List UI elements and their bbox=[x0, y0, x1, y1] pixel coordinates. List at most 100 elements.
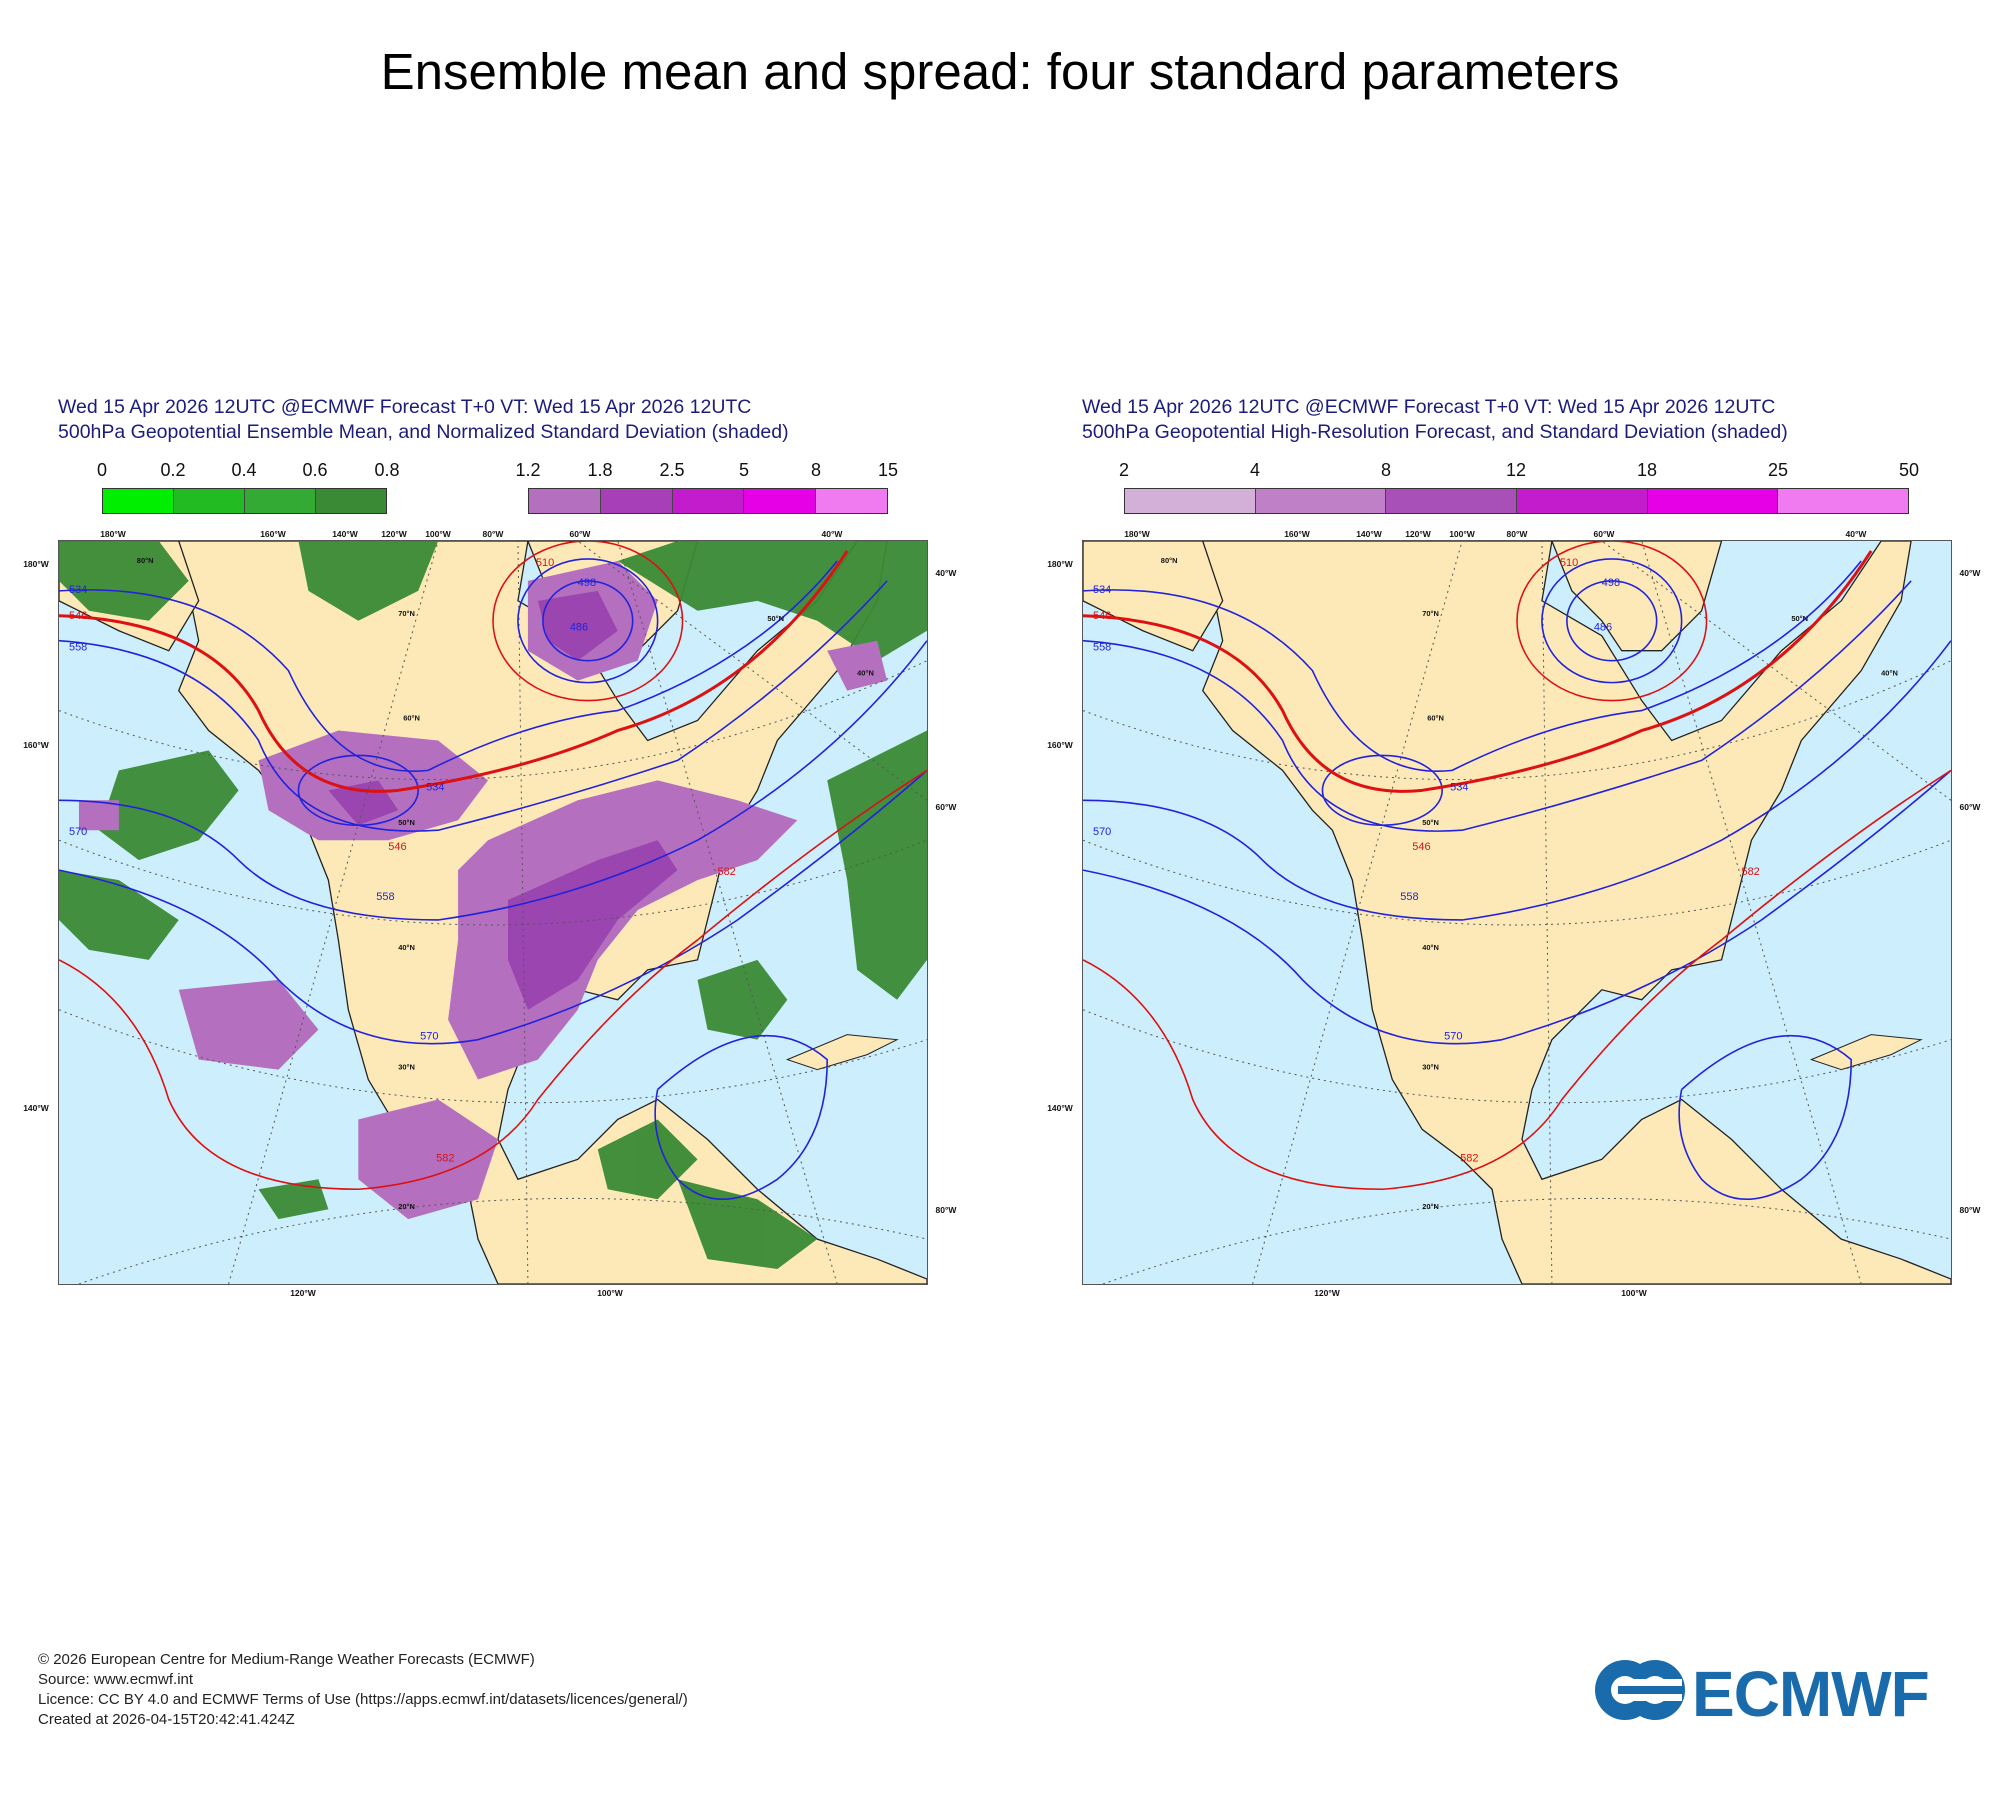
legend-tick: 18 bbox=[1636, 460, 1658, 480]
lon-label: 140°W bbox=[23, 1103, 49, 1113]
contour-label: 486 bbox=[570, 622, 588, 634]
legend-swatch bbox=[316, 489, 386, 513]
lon-label: 180°W bbox=[23, 559, 49, 569]
panel-header: Wed 15 Apr 2026 12UTC @ECMWF Forecast T+… bbox=[1082, 395, 2000, 445]
legend-green-bar bbox=[102, 488, 387, 514]
lon-label: 100°W bbox=[1621, 1288, 1647, 1298]
legend-tick: 0.6 bbox=[302, 460, 328, 480]
lat-label: 60°N bbox=[1427, 714, 1444, 723]
lon-label: 180°W bbox=[1047, 559, 1073, 569]
contour-label: 570 bbox=[1444, 1031, 1462, 1043]
legend-swatch bbox=[1517, 489, 1648, 513]
contour-label: 534 bbox=[426, 781, 444, 793]
contour-label: 546 bbox=[388, 841, 406, 853]
legend-swatch bbox=[103, 489, 174, 513]
lat-label: 70°N bbox=[398, 609, 415, 618]
lat-label: 50°N bbox=[1422, 818, 1439, 827]
legend-swatch bbox=[1386, 489, 1518, 513]
lon-label: 100°W bbox=[1449, 529, 1475, 539]
legend-swatch bbox=[672, 489, 745, 513]
lon-label: 40°W bbox=[1959, 568, 1981, 578]
lon-label: 40°W bbox=[1845, 529, 1867, 539]
legend-swatch bbox=[529, 489, 601, 513]
legend-tick: 50 bbox=[1898, 460, 1920, 480]
lon-label: 160°W bbox=[23, 740, 49, 750]
graticule bbox=[1083, 541, 1951, 1284]
lon-label: 160°W bbox=[1284, 529, 1310, 539]
contours-red bbox=[59, 541, 927, 1191]
legend-tick: 1.2 bbox=[515, 460, 541, 480]
lon-label: 80°W bbox=[1959, 1205, 1981, 1215]
lon-label: 120°W bbox=[1314, 1288, 1340, 1298]
panel-header-line1: Wed 15 Apr 2026 12UTC @ECMWF Forecast T+… bbox=[58, 396, 752, 418]
legend-swatch bbox=[1647, 489, 1779, 513]
lat-label: 50°N bbox=[767, 614, 784, 623]
lon-label: 120°W bbox=[290, 1288, 316, 1298]
contour-label: 546 bbox=[1412, 841, 1430, 853]
contour-label: 486 bbox=[1594, 622, 1612, 634]
panel-header-line2: 500hPa Geopotential Ensemble Mean, and N… bbox=[58, 421, 789, 443]
lon-label: 80°W bbox=[935, 1205, 957, 1215]
contour-label: 558 bbox=[376, 891, 394, 903]
contour-label: 558 bbox=[1093, 642, 1111, 654]
legend-tick: 2.5 bbox=[659, 460, 685, 480]
land-cuba bbox=[785, 1034, 899, 1071]
legend-tick: 0 bbox=[96, 460, 108, 480]
legend-purple: 1.2 1.8 2.5 5 8 15 bbox=[515, 460, 898, 520]
lat-label: 60°N bbox=[403, 714, 420, 723]
lon-label: 60°W bbox=[569, 529, 591, 539]
contour-labels: 534 558 570 498 486 534 558 570 510 546 … bbox=[69, 557, 736, 1164]
legend-tick: 0.2 bbox=[160, 460, 186, 480]
panel-header: Wed 15 Apr 2026 12UTC @ECMWF Forecast T+… bbox=[58, 395, 1018, 445]
lon-label: 160°W bbox=[260, 529, 286, 539]
legend-tick: 0.8 bbox=[374, 460, 400, 480]
land-alaska bbox=[1083, 541, 1224, 652]
source-link[interactable]: Source: www.ecmwf.int bbox=[38, 1671, 194, 1688]
lat-label: 30°N bbox=[1422, 1063, 1439, 1072]
high-resolution-panel: Wed 15 Apr 2026 12UTC @ECMWF Forecast T+… bbox=[1047, 395, 2000, 1298]
legend-tick: 4 bbox=[1249, 460, 1261, 480]
lon-label: 60°W bbox=[935, 802, 957, 812]
contour-label: 558 bbox=[1400, 891, 1418, 903]
legend-swatch bbox=[174, 489, 245, 513]
legend-tick: 1.8 bbox=[587, 460, 613, 480]
contour-label: 582 bbox=[436, 1152, 454, 1164]
legend-tick: 5 bbox=[738, 460, 750, 480]
lon-label: 140°W bbox=[332, 529, 358, 539]
created-timestamp: Created at 2026-04-15T20:42:41.424Z bbox=[38, 1711, 295, 1728]
lon-label: 140°W bbox=[1047, 1103, 1073, 1113]
lon-label: 40°W bbox=[821, 529, 843, 539]
legend-tick: 8 bbox=[810, 460, 822, 480]
contour-label: 510 bbox=[1560, 557, 1578, 569]
lon-label: 100°W bbox=[597, 1288, 623, 1298]
legend-tick: 25 bbox=[1767, 460, 1789, 480]
lon-label: 120°W bbox=[381, 529, 407, 539]
lat-label: 40°N bbox=[1422, 943, 1439, 952]
lon-label: 40°W bbox=[935, 568, 957, 578]
lat-label: 40°N bbox=[398, 943, 415, 952]
lat-label: 20°N bbox=[398, 1202, 415, 1211]
contour-label: 534 bbox=[1093, 584, 1111, 596]
main-title: Ensemble mean and spread: four standard … bbox=[380, 43, 1620, 100]
contours-red bbox=[1083, 541, 1951, 1191]
legend-swatch bbox=[245, 489, 316, 513]
legend-tick: 15 bbox=[877, 460, 899, 480]
legend-swatch bbox=[1125, 489, 1256, 513]
legend-swatch bbox=[816, 489, 887, 513]
spread-purple-areas bbox=[78, 560, 888, 1220]
ecmwf-logo[interactable]: ECMWF bbox=[1590, 1655, 1960, 1730]
map-high-resolution: 534 558 570 498 486 534 558 570 510 546 … bbox=[1082, 540, 1952, 1285]
map-svg: 534 558 570 498 486 534 558 570 510 546 … bbox=[1083, 541, 1951, 1284]
lon-label: 120°W bbox=[1405, 529, 1431, 539]
contour-label: 582 bbox=[1460, 1152, 1478, 1164]
contour-label: 582 bbox=[717, 866, 735, 878]
contour-label: 510 bbox=[536, 557, 554, 569]
panel-header-line1: Wed 15 Apr 2026 12UTC @ECMWF Forecast T+… bbox=[1082, 396, 1776, 418]
legend-swatch bbox=[1778, 489, 1909, 513]
lon-label: 80°W bbox=[482, 529, 504, 539]
lon-label: 160°W bbox=[1047, 740, 1073, 750]
lat-label: 80°N bbox=[1161, 556, 1178, 565]
contour-label: 570 bbox=[69, 826, 87, 838]
legend-tick: 2 bbox=[1118, 460, 1130, 480]
ecmwf-logo-icon bbox=[1595, 1660, 1685, 1720]
